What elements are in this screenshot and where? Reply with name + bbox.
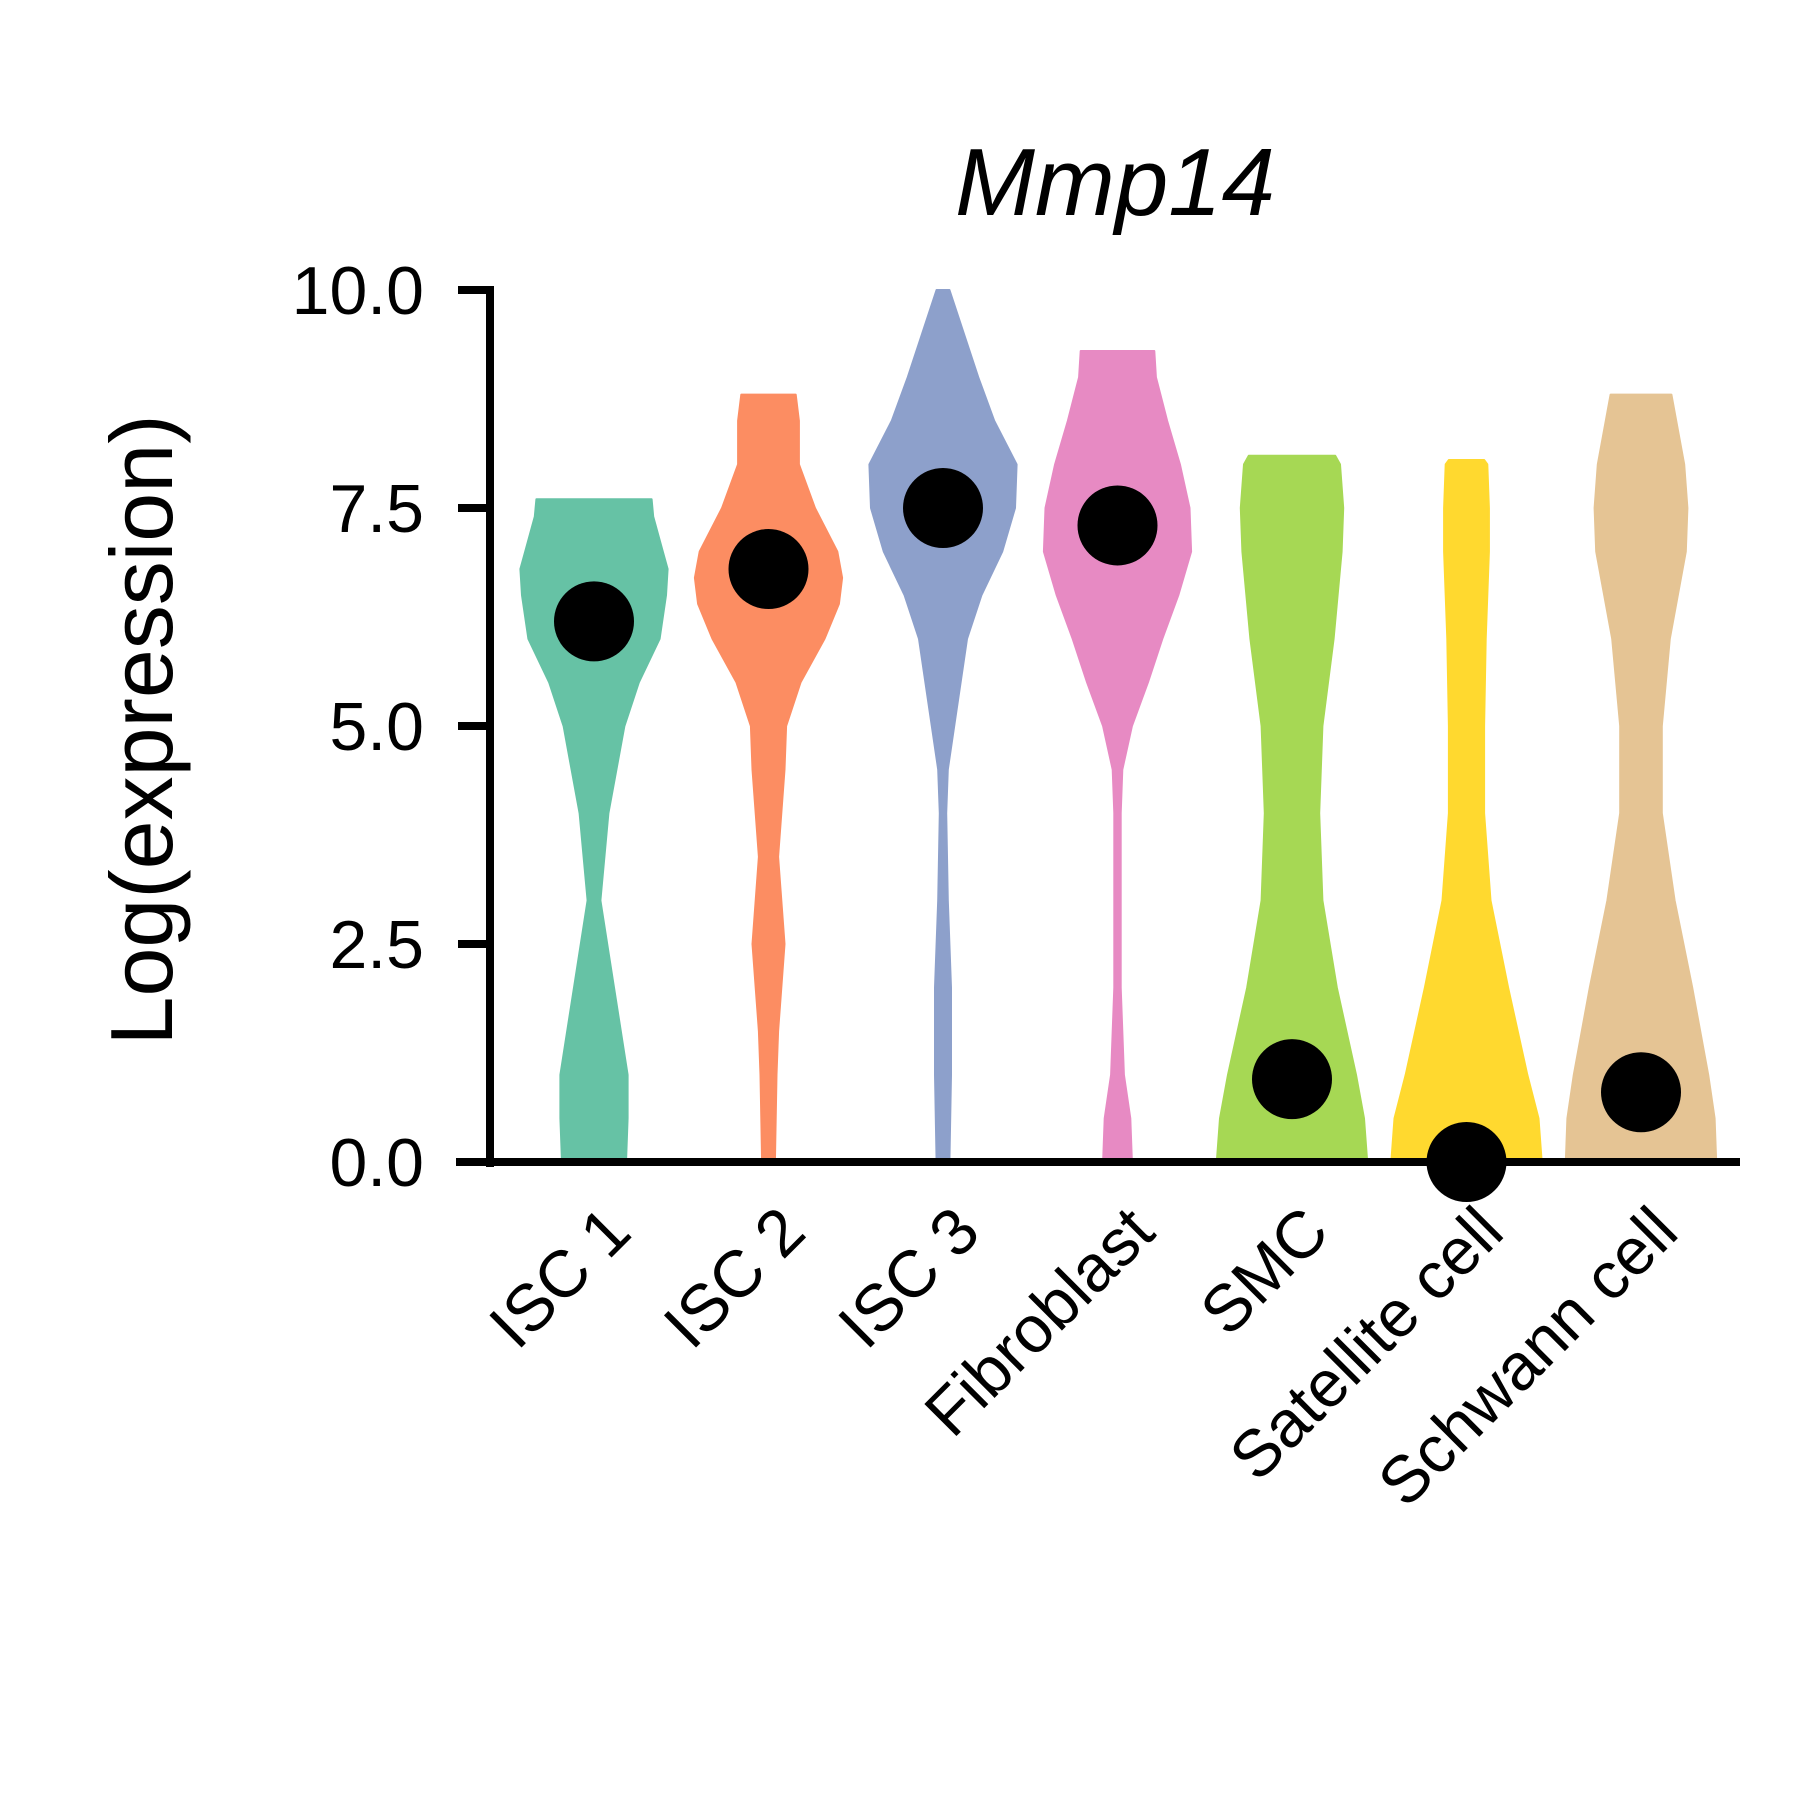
x-tick-label-3: ISC 3: [824, 1193, 993, 1362]
median-point-1: [554, 581, 634, 662]
violin-3: [868, 289, 1018, 1163]
x-tick-label-5: SMC: [1186, 1193, 1342, 1349]
median-point-5: [1252, 1039, 1332, 1120]
violins-layer: [519, 289, 1718, 1163]
y-tick-label-3: 7.5: [329, 471, 424, 547]
violin-6: [1390, 459, 1543, 1163]
medians-layer: [554, 468, 1681, 1202]
violin-7: [1564, 393, 1718, 1163]
x-tick-label-7: Schwann cell: [1364, 1193, 1691, 1520]
y-tick-label-1: 2.5: [329, 907, 424, 983]
x-tick-label-1: ISC 1: [475, 1193, 644, 1362]
y-tick-label-0: 0.0: [329, 1125, 424, 1201]
median-point-4: [1077, 485, 1158, 566]
violin-4: [1042, 350, 1193, 1163]
median-point-3: [903, 468, 983, 548]
violin-2: [693, 393, 844, 1163]
violin-5: [1215, 454, 1369, 1163]
violin-1: [519, 498, 669, 1163]
y-ticks: 0.0 2.5 5.0 7.5 10.0: [292, 253, 490, 1201]
y-axis-title: Log(expression): [92, 415, 191, 1046]
x-tick-label-2: ISC 2: [649, 1193, 818, 1362]
median-point-2: [728, 529, 809, 610]
chart-title: Mmp14: [955, 129, 1275, 236]
median-point-7: [1601, 1052, 1681, 1133]
y-tick-label-2: 5.0: [329, 689, 424, 765]
y-tick-label-4: 10.0: [292, 253, 424, 329]
